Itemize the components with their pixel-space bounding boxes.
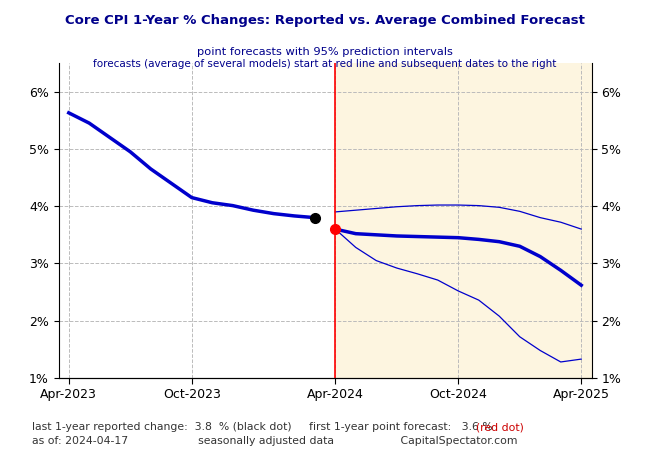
Text: forecasts (average of several models) start at red line and subsequent dates to : forecasts (average of several models) st… — [94, 59, 556, 69]
Title: Core CPI 1-Year % Changes: Reported vs. Average Combined Forecast: Core CPI 1-Year % Changes: Reported vs. … — [65, 14, 585, 27]
Text: point forecasts with 95% prediction intervals: point forecasts with 95% prediction inte… — [197, 47, 453, 57]
Text: (red dot): (red dot) — [476, 422, 525, 432]
Text: last 1-year reported change:  3.8  % (black dot)     first 1-year point forecast: last 1-year reported change: 3.8 % (blac… — [32, 422, 497, 432]
Text: as of: 2024-04-17                    seasonally adjusted data                   : as of: 2024-04-17 seasonally adjusted da… — [32, 436, 518, 446]
Bar — [335, 63, 592, 378]
